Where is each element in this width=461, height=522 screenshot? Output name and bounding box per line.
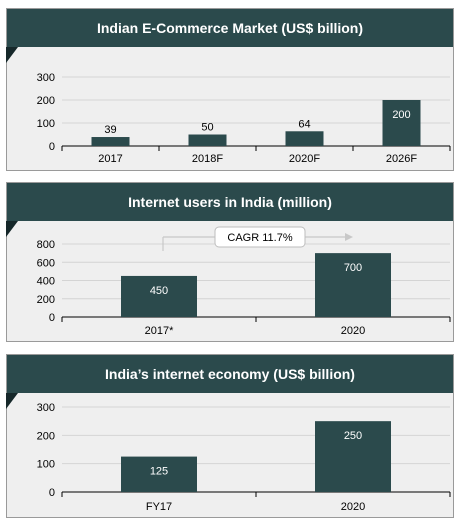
data-label: 39 [104,124,116,136]
x-tick-label: 2020 [341,325,365,337]
y-tick-label: 600 [37,257,55,269]
header-fold [6,393,18,409]
bar [121,456,197,492]
bar [315,421,391,492]
internet-users-chart: 0 200 400 600 800 450 2017* 700 2020 CAGR 11.7% [37,226,451,337]
data-label: 50 [201,122,213,134]
data-label: 200 [392,109,410,121]
chart-title: India’s internet economy (US$ billion) [7,355,453,393]
data-label: 64 [298,118,310,130]
header-fold [6,221,18,237]
internet-economy-panel: India’s internet economy (US$ billion) 0… [6,354,454,518]
x-tick-label: 2020F [289,153,320,165]
data-label: 250 [344,430,362,442]
ecommerce-market-panel: Indian E-Commerce Market (US$ billion) 0… [6,8,454,171]
data-label: 125 [150,466,168,478]
internet-users-panel: Internet users in India (million) 0 200 40… [6,182,454,342]
y-tick-label: 800 [37,239,55,251]
bar [188,134,227,146]
header-fold [6,47,18,63]
x-tick-label: 2018F [192,153,223,165]
x-tick-label: 2020 [341,501,365,513]
bar [315,253,391,317]
ecommerce-market-chart: 0 100 200 300 39 2017 50 2018F 64 2020F 200 2026F [37,72,451,165]
y-tick-label: 300 [37,72,55,84]
x-tick-label: 2026F [386,153,417,165]
x-tick-label: 2017 [98,153,122,165]
bar [382,100,421,146]
y-tick-label: 200 [37,430,55,442]
x-tick-label: FY17 [146,501,172,513]
y-tick-label: 200 [37,95,55,107]
chart-title: Indian E-Commerce Market (US$ billion) [7,9,453,47]
y-tick-label: 0 [49,312,55,324]
y-tick-label: 100 [37,118,55,130]
x-tick-label: 2017* [145,325,174,337]
chart-title: Internet users in India (million) [7,183,453,221]
y-tick-label: 400 [37,276,55,288]
y-tick-label: 200 [37,294,55,306]
bar [285,131,324,146]
y-tick-label: 300 [37,402,55,414]
cagr-box [214,226,306,248]
y-tick-label: 0 [49,141,55,153]
internet-economy-chart: 0 100 200 300 125 FY17 250 2020 [37,402,451,513]
y-tick-label: 0 [49,487,55,499]
y-tick-label: 100 [37,459,55,471]
data-label: 450 [150,285,168,297]
cagr-label: CAGR 11.7% [227,232,292,244]
cagr-arrow-head [345,233,353,241]
bar [91,137,130,146]
data-label: 700 [344,262,362,274]
bar [121,275,197,317]
